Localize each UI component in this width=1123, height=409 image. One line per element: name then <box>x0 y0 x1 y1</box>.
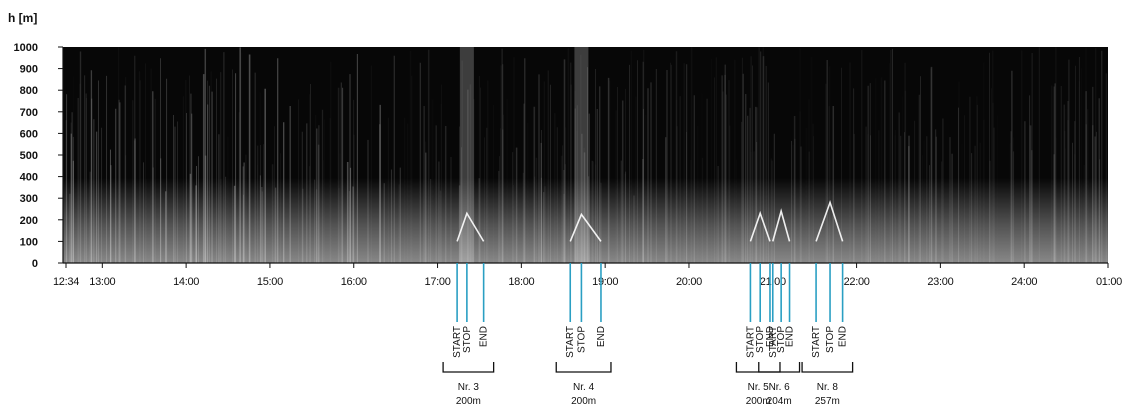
x-tick-label: 12:34 <box>53 276 79 288</box>
flight-name: Nr. 5 <box>748 382 770 393</box>
flight-bracket <box>759 362 800 372</box>
event-label-end: END <box>785 326 796 347</box>
flight-altitude: 200m <box>571 396 596 407</box>
x-tick-label: 18:00 <box>508 276 534 288</box>
event-label-stop: STOP <box>576 326 587 353</box>
event-label-start: START <box>811 326 822 358</box>
y-tick-label: 500 <box>20 150 38 162</box>
event-label-stop: STOP <box>825 326 836 353</box>
event-label-end: END <box>596 326 607 347</box>
x-axis: 12:34 13:00 14:00 15:00 16:00 17:00 18:00 19:00… <box>53 263 1122 288</box>
flight-bracket <box>802 362 853 372</box>
x-tick-label: 15:00 <box>257 276 283 288</box>
x-tick-label: 24:00 <box>1011 276 1037 288</box>
flight-altitude: 200m <box>456 396 481 407</box>
flight-name: Nr. 8 <box>817 382 839 393</box>
flight-name: Nr. 3 <box>458 382 480 393</box>
y-tick-label: 200 <box>20 215 38 227</box>
flight-altitude: 204m <box>767 396 792 407</box>
x-tick-label: 17:00 <box>425 276 451 288</box>
y-tick-label: 400 <box>20 172 38 184</box>
y-tick-label: 600 <box>20 128 38 140</box>
y-tick-label: 800 <box>20 85 38 97</box>
flight-name: Nr. 6 <box>769 382 791 393</box>
x-tick-label: 19:00 <box>592 276 618 288</box>
y-tick-label: 700 <box>20 107 38 119</box>
flight-bracket <box>556 362 611 372</box>
x-tick-label: 13:00 <box>89 276 115 288</box>
x-tick-label: 01:00 <box>1096 276 1122 288</box>
y-tick-label: 300 <box>20 193 38 205</box>
x-tick-label: 14:00 <box>173 276 199 288</box>
y-tick-label: 100 <box>20 236 38 248</box>
y-tick-label: 1000 <box>14 42 38 54</box>
flight-bracket <box>443 362 494 372</box>
x-tick-label: 22:00 <box>844 276 870 288</box>
event-label-stop: STOP <box>462 326 473 353</box>
event-label-start: START <box>565 326 576 358</box>
event-label-end: END <box>838 326 849 347</box>
flight-altitude: 257m <box>815 396 840 407</box>
y-tick-label: 0 <box>32 258 38 270</box>
y-axis-label: h [m] <box>8 11 37 25</box>
y-tick-label: 900 <box>20 64 38 76</box>
x-tick-label: 20:00 <box>676 276 702 288</box>
x-tick-label: 23:00 <box>927 276 953 288</box>
y-axis: 0 100 200 300 400 500 600 700 800 900 1000 <box>14 42 63 270</box>
x-tick-label: 16:00 <box>341 276 367 288</box>
event-label-end: END <box>479 326 490 347</box>
backscatter-image <box>63 47 1108 263</box>
flight-name: Nr. 4 <box>573 382 595 393</box>
